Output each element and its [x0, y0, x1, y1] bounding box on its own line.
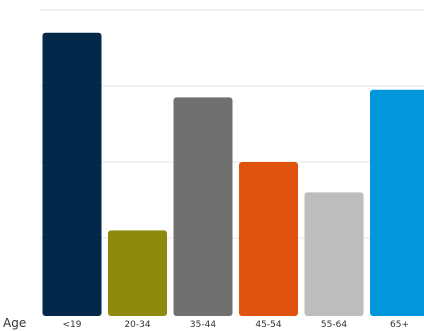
bar-1	[42, 32, 102, 317]
bars	[42, 32, 424, 317]
bar-5	[304, 192, 364, 316]
x-tick-label: 45-54	[255, 320, 281, 330]
x-tick-label: 20-34	[124, 320, 150, 330]
bar-4	[239, 162, 298, 316]
x-tick-label: 55-64	[321, 320, 347, 330]
x-tick-labels: <19 20-34 35-44 45-54 55-64 65+	[63, 320, 410, 330]
x-tick-label: 65+	[390, 320, 409, 330]
x-tick-label: 35-44	[190, 320, 216, 330]
x-tick-label: <19	[63, 320, 82, 330]
bar-3	[173, 97, 233, 317]
bar-6	[370, 89, 424, 316]
x-axis-title: Age	[3, 316, 26, 330]
bar-2	[108, 230, 167, 316]
